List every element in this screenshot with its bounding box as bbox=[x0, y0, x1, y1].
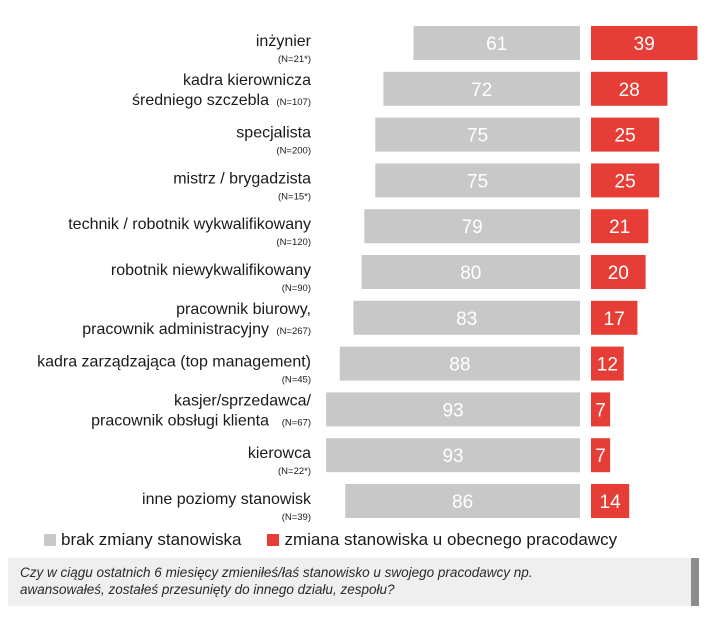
category-label: kadra zarządzająca (top management) bbox=[37, 354, 311, 371]
category-n: (N=90) bbox=[282, 283, 311, 294]
bar-value-no-change: 61 bbox=[486, 34, 507, 55]
bar-change bbox=[591, 117, 660, 152]
category-n: (N=22*) bbox=[278, 466, 311, 477]
chart-row: 61 39 inżynier (N=21*) bbox=[256, 26, 698, 65]
bar-value-no-change: 79 bbox=[462, 217, 483, 238]
chart-row: 88 12 kadra zarządzająca (top management) (… bbox=[37, 346, 624, 386]
bar-no-change bbox=[383, 71, 580, 106]
legend-item-no-change: brak zmiany stanowiska bbox=[44, 530, 241, 550]
bar-value-change: 14 bbox=[600, 492, 622, 513]
category-label: mistrz / brygadzista bbox=[173, 170, 311, 187]
category-label: pracownik biurowy, bbox=[176, 301, 311, 318]
category-n: (N=120) bbox=[276, 237, 311, 248]
category-n: (N=39) bbox=[282, 512, 311, 523]
bar-value-change: 20 bbox=[608, 263, 629, 284]
diverging-bar-chart: 61 39 inżynier (N=21*) 72 28 kadra kierownicza… bbox=[37, 26, 698, 523]
survey-question-box: Czy w ciągu ostatnich 6 miesięcy zmienił… bbox=[8, 558, 699, 606]
bar-change bbox=[591, 392, 611, 427]
category-label: technik / robotnik wykwalifikowany bbox=[68, 216, 311, 233]
bar-value-no-change: 72 bbox=[471, 80, 492, 101]
bar-value-change: 39 bbox=[634, 34, 655, 55]
bar-no-change bbox=[353, 300, 580, 335]
category-label: kasjer/sprzedawca/ bbox=[174, 392, 312, 409]
bar-no-change bbox=[413, 26, 580, 60]
bar-no-change bbox=[345, 484, 580, 518]
bar-value-change: 21 bbox=[609, 217, 630, 238]
bar-value-no-change: 93 bbox=[442, 400, 463, 421]
bar-change bbox=[591, 26, 698, 60]
category-n: (N=267) bbox=[276, 326, 311, 337]
bar-value-change: 25 bbox=[615, 126, 636, 147]
bar-change bbox=[591, 438, 611, 473]
question-line-1: Czy w ciągu ostatnich 6 miesięcy zmienił… bbox=[20, 565, 533, 580]
category-label: inżynier bbox=[256, 33, 312, 50]
category-label: inne poziomy stanowisk bbox=[142, 491, 312, 508]
chart-row: 80 20 robotnik niewykwalifikowany (N=90) bbox=[111, 255, 646, 294]
bar-value-change: 7 bbox=[595, 446, 606, 467]
legend-swatch-grey bbox=[44, 534, 56, 546]
bar-change bbox=[591, 484, 630, 518]
category-label: robotnik niewykwalifikowany bbox=[111, 262, 311, 279]
legend-swatch-red bbox=[267, 534, 280, 546]
chart-row: 75 25 specjalista (N=200) bbox=[236, 117, 660, 157]
chart-row: 72 28 kadra kierownicza średniego szczebla (… bbox=[132, 71, 668, 109]
chart-row: 83 17 pracownik biurowy, pracownik administ… bbox=[82, 300, 638, 338]
bar-value-no-change: 93 bbox=[442, 446, 463, 467]
category-n: (N=200) bbox=[276, 146, 311, 157]
legend-label-no-change: brak zmiany stanowiska bbox=[61, 530, 242, 549]
bar-value-no-change: 75 bbox=[467, 171, 488, 192]
category-n: (N=21*) bbox=[278, 54, 311, 65]
category-label: kadra kierownicza bbox=[183, 72, 311, 89]
bar-value-change: 25 bbox=[615, 171, 636, 192]
category-label: pracownik administracyjny bbox=[82, 321, 269, 338]
bar-no-change bbox=[339, 346, 580, 381]
category-label: pracownik obsługi klienta bbox=[91, 412, 269, 429]
category-n: (N=15*) bbox=[278, 191, 311, 202]
bar-change bbox=[591, 163, 660, 198]
bar-change bbox=[591, 209, 649, 244]
bar-value-no-change: 75 bbox=[467, 126, 488, 147]
legend-label-change: zmiana stanowiska u obecnego pracodawcy bbox=[284, 530, 618, 549]
category-label: kierowca bbox=[248, 445, 311, 462]
bar-change bbox=[591, 300, 638, 335]
bar-value-change: 28 bbox=[619, 80, 640, 101]
chart-row: 79 21 technik / robotnik wykwalifikowany (N… bbox=[68, 209, 649, 248]
bar-value-no-change: 83 bbox=[456, 309, 477, 330]
category-n: (N=45) bbox=[282, 375, 311, 386]
question-line-2: awansowałeś, zostałeś przesunięty do inn… bbox=[20, 582, 395, 597]
chart-row: 93 7 kierowca (N=22*) bbox=[248, 438, 611, 477]
category-label: średniego szczebla bbox=[132, 92, 269, 109]
bar-value-no-change: 86 bbox=[452, 492, 473, 513]
category-n: (N=67) bbox=[282, 417, 311, 428]
bar-no-change bbox=[326, 392, 580, 427]
bar-value-no-change: 80 bbox=[460, 263, 481, 284]
bar-change bbox=[591, 346, 624, 381]
chart-row: 93 7 kasjer/sprzedawca/pracownik obsługi k… bbox=[91, 392, 611, 429]
bar-no-change bbox=[375, 163, 580, 198]
bar-change bbox=[591, 71, 668, 106]
bar-change bbox=[591, 255, 646, 289]
category-n: (N=107) bbox=[276, 97, 311, 108]
bar-value-change: 12 bbox=[597, 355, 618, 376]
chart-row: 86 14 inne poziomy stanowisk (N=39) bbox=[142, 484, 630, 523]
category-label: specjalista bbox=[236, 125, 311, 142]
bar-value-no-change: 88 bbox=[449, 355, 470, 376]
bar-value-change: 7 bbox=[595, 400, 606, 421]
bar-value-change: 17 bbox=[604, 309, 625, 330]
bar-no-change bbox=[375, 117, 580, 152]
legend-item-change: zmiana stanowiska u obecnego pracodawcy bbox=[267, 530, 617, 550]
bar-no-change bbox=[364, 209, 580, 244]
chart-row: 75 25 mistrz / brygadzista (N=15*) bbox=[173, 163, 660, 202]
chart-legend: brak zmiany stanowiska zmiana stanowiska… bbox=[44, 528, 643, 552]
bar-no-change bbox=[361, 255, 580, 289]
bar-no-change bbox=[326, 438, 580, 473]
